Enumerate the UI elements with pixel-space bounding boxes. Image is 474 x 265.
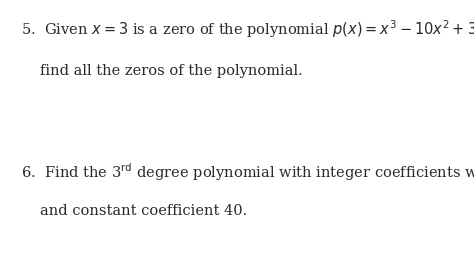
Text: find all the zeros of the polynomial.: find all the zeros of the polynomial. [40,64,303,78]
Text: 5.  Given $x = 3$ is a zero of the polynomial $p(x) = x^3 - 10x^2 + 31x - 30,$: 5. Given $x = 3$ is a zero of the polyno… [21,19,474,40]
Text: 6.  Find the 3$^{\mathrm{rd}}$ degree polynomial with integer coefficients with : 6. Find the 3$^{\mathrm{rd}}$ degree pol… [21,162,474,183]
Text: and constant coefficient 40.: and constant coefficient 40. [40,204,247,218]
